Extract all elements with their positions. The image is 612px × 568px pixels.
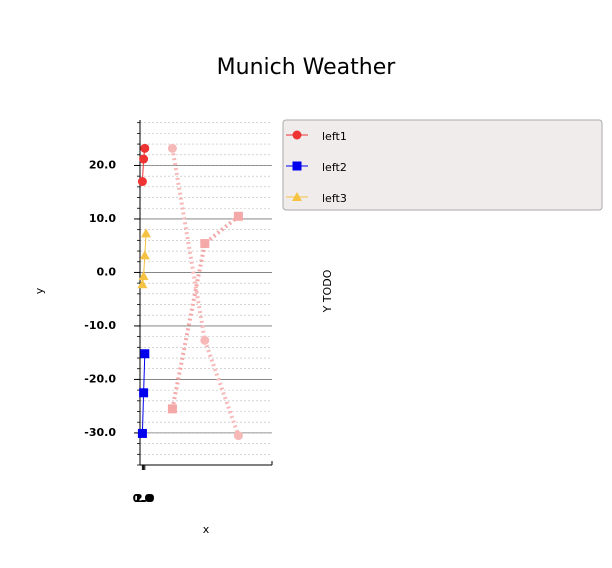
point [139, 388, 149, 398]
point [139, 154, 149, 164]
point [137, 428, 147, 438]
legend-label: left3 [322, 192, 347, 205]
y-tick-label: 10.0 [89, 212, 116, 225]
legend-label: left2 [322, 161, 347, 174]
point [137, 177, 147, 187]
legend-marker [292, 161, 302, 171]
point [137, 279, 148, 289]
point [138, 271, 149, 281]
x-axis-label: x [203, 523, 210, 536]
x-tick-label: 2.0 [135, 492, 155, 505]
x-tick-label: 1.0 [134, 492, 154, 505]
series-line [141, 148, 146, 182]
point [140, 349, 150, 359]
y-axis-label: y [33, 287, 46, 294]
y-tick-label: -20.0 [84, 372, 116, 385]
y-tick-label: 0.0 [97, 265, 117, 278]
point [233, 431, 243, 441]
point [139, 250, 150, 260]
series-line [170, 214, 240, 410]
y-tick-label: -10.0 [84, 319, 116, 332]
point [167, 143, 177, 153]
point [200, 239, 210, 249]
y2-axis-label: Y TODO [321, 269, 334, 313]
point [140, 143, 150, 153]
y-tick-label: -30.0 [84, 426, 116, 439]
series-line [141, 233, 147, 285]
legend-marker [292, 130, 302, 140]
legend-label: left1 [322, 130, 347, 143]
point [141, 228, 151, 238]
x-tick-label: 0.0 [133, 492, 153, 505]
legend [282, 119, 603, 211]
point [200, 335, 210, 345]
series-line [170, 148, 241, 437]
y-tick-label: 20.0 [89, 158, 116, 171]
point [167, 404, 177, 414]
point [233, 211, 243, 221]
chart-title: Munich Weather [217, 55, 397, 80]
legend-marker [292, 192, 302, 201]
